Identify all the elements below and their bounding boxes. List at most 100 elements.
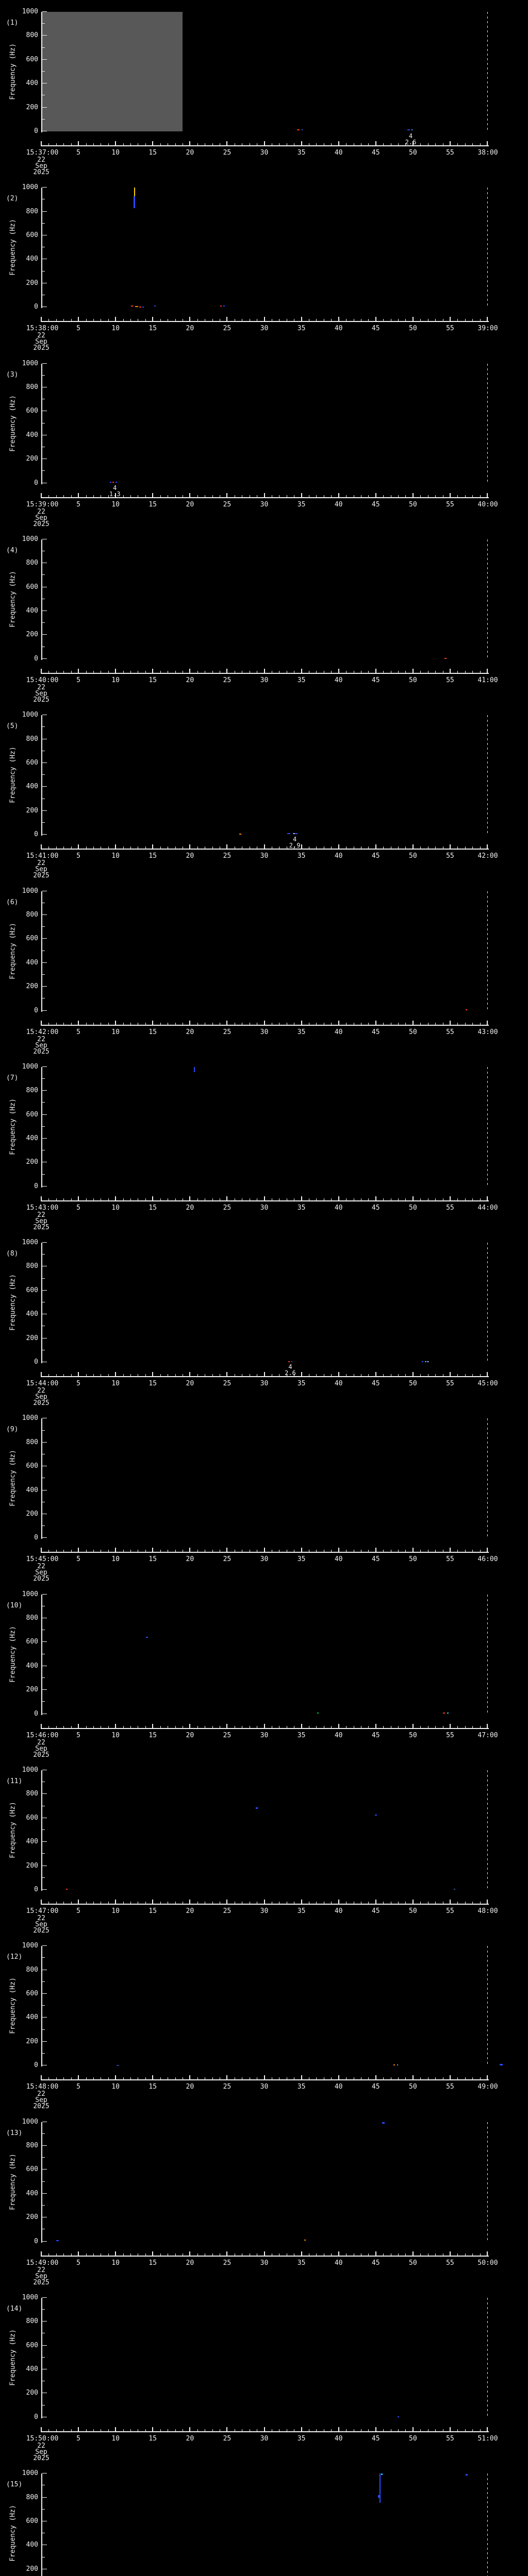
x-minor-tick — [472, 1022, 473, 1025]
x-minor-tick — [212, 1550, 213, 1552]
x-major-tick — [263, 1020, 265, 1025]
x-major-tick — [412, 1548, 414, 1552]
x-minor-tick — [56, 2077, 57, 2080]
x-minor-tick — [160, 2253, 161, 2256]
x-major-tick — [375, 141, 376, 145]
y-tick-label: 200 — [26, 279, 38, 287]
y-tick-label: 200 — [26, 2037, 38, 2045]
x-tick-label: 40 — [334, 149, 343, 157]
y-tick-label: 1000 — [22, 1766, 38, 1774]
x-minor-tick — [63, 2429, 64, 2431]
y-tick-label: 400 — [26, 2189, 38, 2197]
y-tick — [42, 2297, 47, 2298]
x-tick-label: 45 — [371, 2083, 380, 2091]
x-major-tick — [301, 2427, 302, 2431]
panel-index-label: (14) — [6, 2304, 23, 2313]
x-minor-tick — [63, 670, 64, 673]
x-minor-tick — [383, 319, 384, 321]
x-major-tick — [41, 1196, 42, 1200]
x-tick-label: 45 — [371, 1380, 380, 1388]
event-marker — [422, 1361, 424, 1363]
x-minor-tick — [56, 1902, 57, 1904]
x-minor-tick — [175, 846, 176, 849]
y-tick — [42, 1641, 47, 1642]
x-tick-label: 10 — [111, 676, 120, 684]
y-tick — [42, 2357, 45, 2358]
x-minor-tick — [465, 1198, 466, 1200]
y-tick — [42, 762, 47, 763]
x-minor-tick — [123, 1550, 124, 1552]
x-minor-tick — [405, 2429, 406, 2431]
y-tick-label: 800 — [26, 2493, 38, 2501]
x-tick-label: 5 — [76, 676, 80, 684]
y-tick — [42, 363, 47, 364]
y-tick — [42, 1689, 47, 1690]
x-major-tick — [375, 2251, 376, 2256]
y-tick — [42, 59, 47, 60]
y-tick-label: 0 — [34, 2413, 38, 2421]
x-tick-label: 25 — [223, 2259, 232, 2267]
y-tick — [42, 834, 47, 835]
x-tick-label: 35 — [297, 1380, 306, 1388]
y-tick-label: 0 — [34, 1182, 38, 1190]
x-major-tick — [189, 2251, 191, 2256]
x-minor-tick — [398, 2429, 399, 2431]
x-major-tick — [78, 1548, 79, 1552]
x-tick-label: 25 — [223, 1907, 232, 1915]
x-major-tick — [375, 2427, 376, 2431]
y-axis-right — [487, 1946, 488, 2066]
x-major-tick — [449, 317, 451, 321]
x-tick-label: 50 — [409, 325, 417, 333]
event-marker — [397, 2064, 398, 2066]
x-major-tick — [301, 493, 302, 497]
y-tick-label: 0 — [34, 1006, 38, 1014]
x-minor-tick — [465, 2253, 466, 2256]
x-axis-date-line: 22 — [37, 2442, 45, 2450]
x-minor-tick — [71, 319, 72, 321]
x-tick-label: 25 — [223, 676, 232, 684]
x-minor-tick — [108, 2077, 109, 2080]
x-minor-tick — [93, 2253, 94, 2256]
x-major-tick — [115, 2251, 117, 2256]
y-tick — [42, 1841, 47, 1842]
x-major-tick — [301, 844, 302, 849]
x-minor-tick — [480, 846, 481, 849]
x-axis-date-line: Sep — [35, 866, 47, 874]
x-axis-date-line: 22 — [37, 1035, 45, 1043]
x-major-tick — [487, 1548, 488, 1552]
x-tick-label: 45 — [371, 676, 380, 684]
x-minor-tick — [457, 1902, 458, 1904]
x-tick-label: 30 — [260, 149, 269, 157]
x-major-tick — [263, 844, 265, 849]
y-tick-label: 800 — [26, 2317, 38, 2326]
x-tick-label: 15 — [148, 2083, 157, 2091]
x-major-tick — [449, 1900, 451, 1904]
x-major-tick — [152, 493, 154, 497]
x-major-tick — [78, 1900, 79, 1904]
x-major-tick — [78, 317, 79, 321]
x-major-tick — [226, 1196, 228, 1200]
event-marker — [116, 482, 118, 483]
x-major-tick — [412, 1020, 414, 1025]
panel-index-label: (5) — [6, 722, 19, 731]
y-tick — [42, 810, 47, 811]
x-axis-date-line: 22 — [37, 1914, 45, 1922]
x-axis-date-line: 2025 — [33, 2103, 50, 2111]
y-tick — [42, 2509, 45, 2510]
x-minor-tick — [465, 143, 466, 145]
x-minor-tick — [175, 1374, 176, 1377]
y-tick — [42, 2309, 45, 2310]
x-minor-tick — [130, 2253, 131, 2256]
y-axis-title: Frequency (Hz) — [9, 43, 17, 100]
x-major-tick — [115, 141, 117, 145]
x-major-tick — [152, 2427, 154, 2431]
x-minor-tick — [435, 319, 436, 321]
x-major-tick — [226, 1723, 228, 1728]
x-tick-label: 55 — [446, 676, 454, 684]
x-minor-tick — [160, 846, 161, 849]
x-minor-tick — [197, 2429, 198, 2431]
x-major-tick — [226, 317, 228, 321]
x-major-tick — [487, 1196, 488, 1200]
x-axis — [41, 1200, 489, 1201]
x-tick-label: 35 — [297, 500, 306, 509]
